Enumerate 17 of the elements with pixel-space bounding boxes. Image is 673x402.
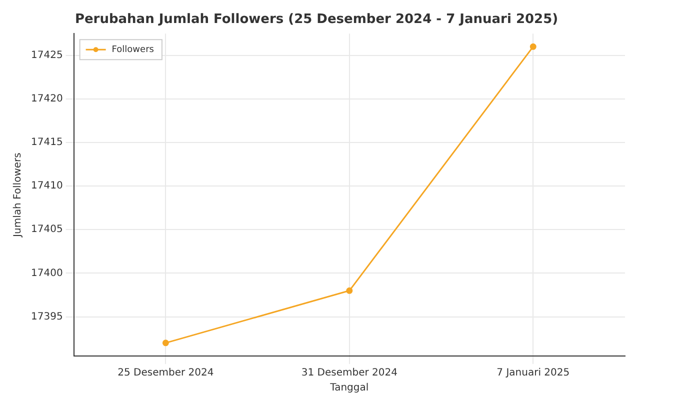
point	[162, 340, 169, 346]
y-tick-label: 17425	[31, 50, 63, 61]
chart-title: Perubahan Jumlah Followers (25 Desember 2024 - 7 Januari 2025)	[74, 12, 558, 28]
x-axis-title: Tanggal	[329, 382, 369, 394]
y-tick-label: 17400	[31, 268, 63, 279]
legend-label: Followers	[112, 44, 154, 55]
y-tick-label: 17415	[31, 137, 63, 148]
y-tick-label: 17405	[31, 224, 63, 236]
y-tick-label: 17410	[31, 180, 63, 192]
x-tick-label: 25 Desember 2024	[118, 368, 214, 379]
x-tick-label: 7 Januari 2025	[496, 368, 570, 379]
point	[530, 43, 536, 50]
y-tick-label: 17420	[31, 94, 63, 105]
point	[346, 287, 353, 294]
y-tick-label: 17395	[31, 311, 63, 322]
x-tick-label: 31 Desember 2024	[301, 368, 398, 379]
y-axis-title: Jumlah Followers	[12, 152, 24, 238]
